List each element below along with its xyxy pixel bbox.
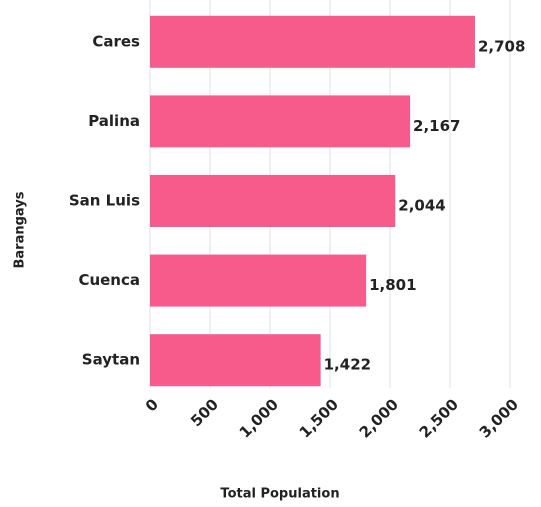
bar bbox=[150, 15, 475, 68]
bar bbox=[150, 95, 411, 148]
x-axis-label: Total Population bbox=[220, 487, 339, 502]
y-axis-label: Barangays bbox=[13, 191, 28, 268]
bar bbox=[150, 175, 396, 227]
x-tick-label: 1,500 bbox=[296, 395, 342, 441]
value-label: 1,422 bbox=[324, 356, 371, 374]
y-tick-label: Cuenca bbox=[78, 271, 140, 289]
y-tick-label: Cares bbox=[92, 32, 140, 50]
bar bbox=[150, 254, 367, 307]
x-tick-label: 2,500 bbox=[416, 395, 462, 441]
x-tick-label: 2,000 bbox=[356, 395, 402, 441]
value-label: 1,801 bbox=[369, 276, 416, 294]
value-label: 2,167 bbox=[413, 117, 460, 135]
x-tick-label: 1,000 bbox=[236, 395, 282, 441]
bar bbox=[150, 334, 321, 387]
x-tick-label: 500 bbox=[187, 395, 222, 430]
y-tick-label: Saytan bbox=[82, 351, 140, 369]
y-tick-label: Palina bbox=[88, 112, 140, 130]
y-tick-label: San Luis bbox=[69, 192, 140, 210]
value-label: 2,044 bbox=[398, 197, 445, 215]
x-tick-label: 0 bbox=[142, 395, 162, 415]
x-tick-label: 3,000 bbox=[476, 395, 522, 441]
value-label: 2,708 bbox=[478, 37, 525, 55]
